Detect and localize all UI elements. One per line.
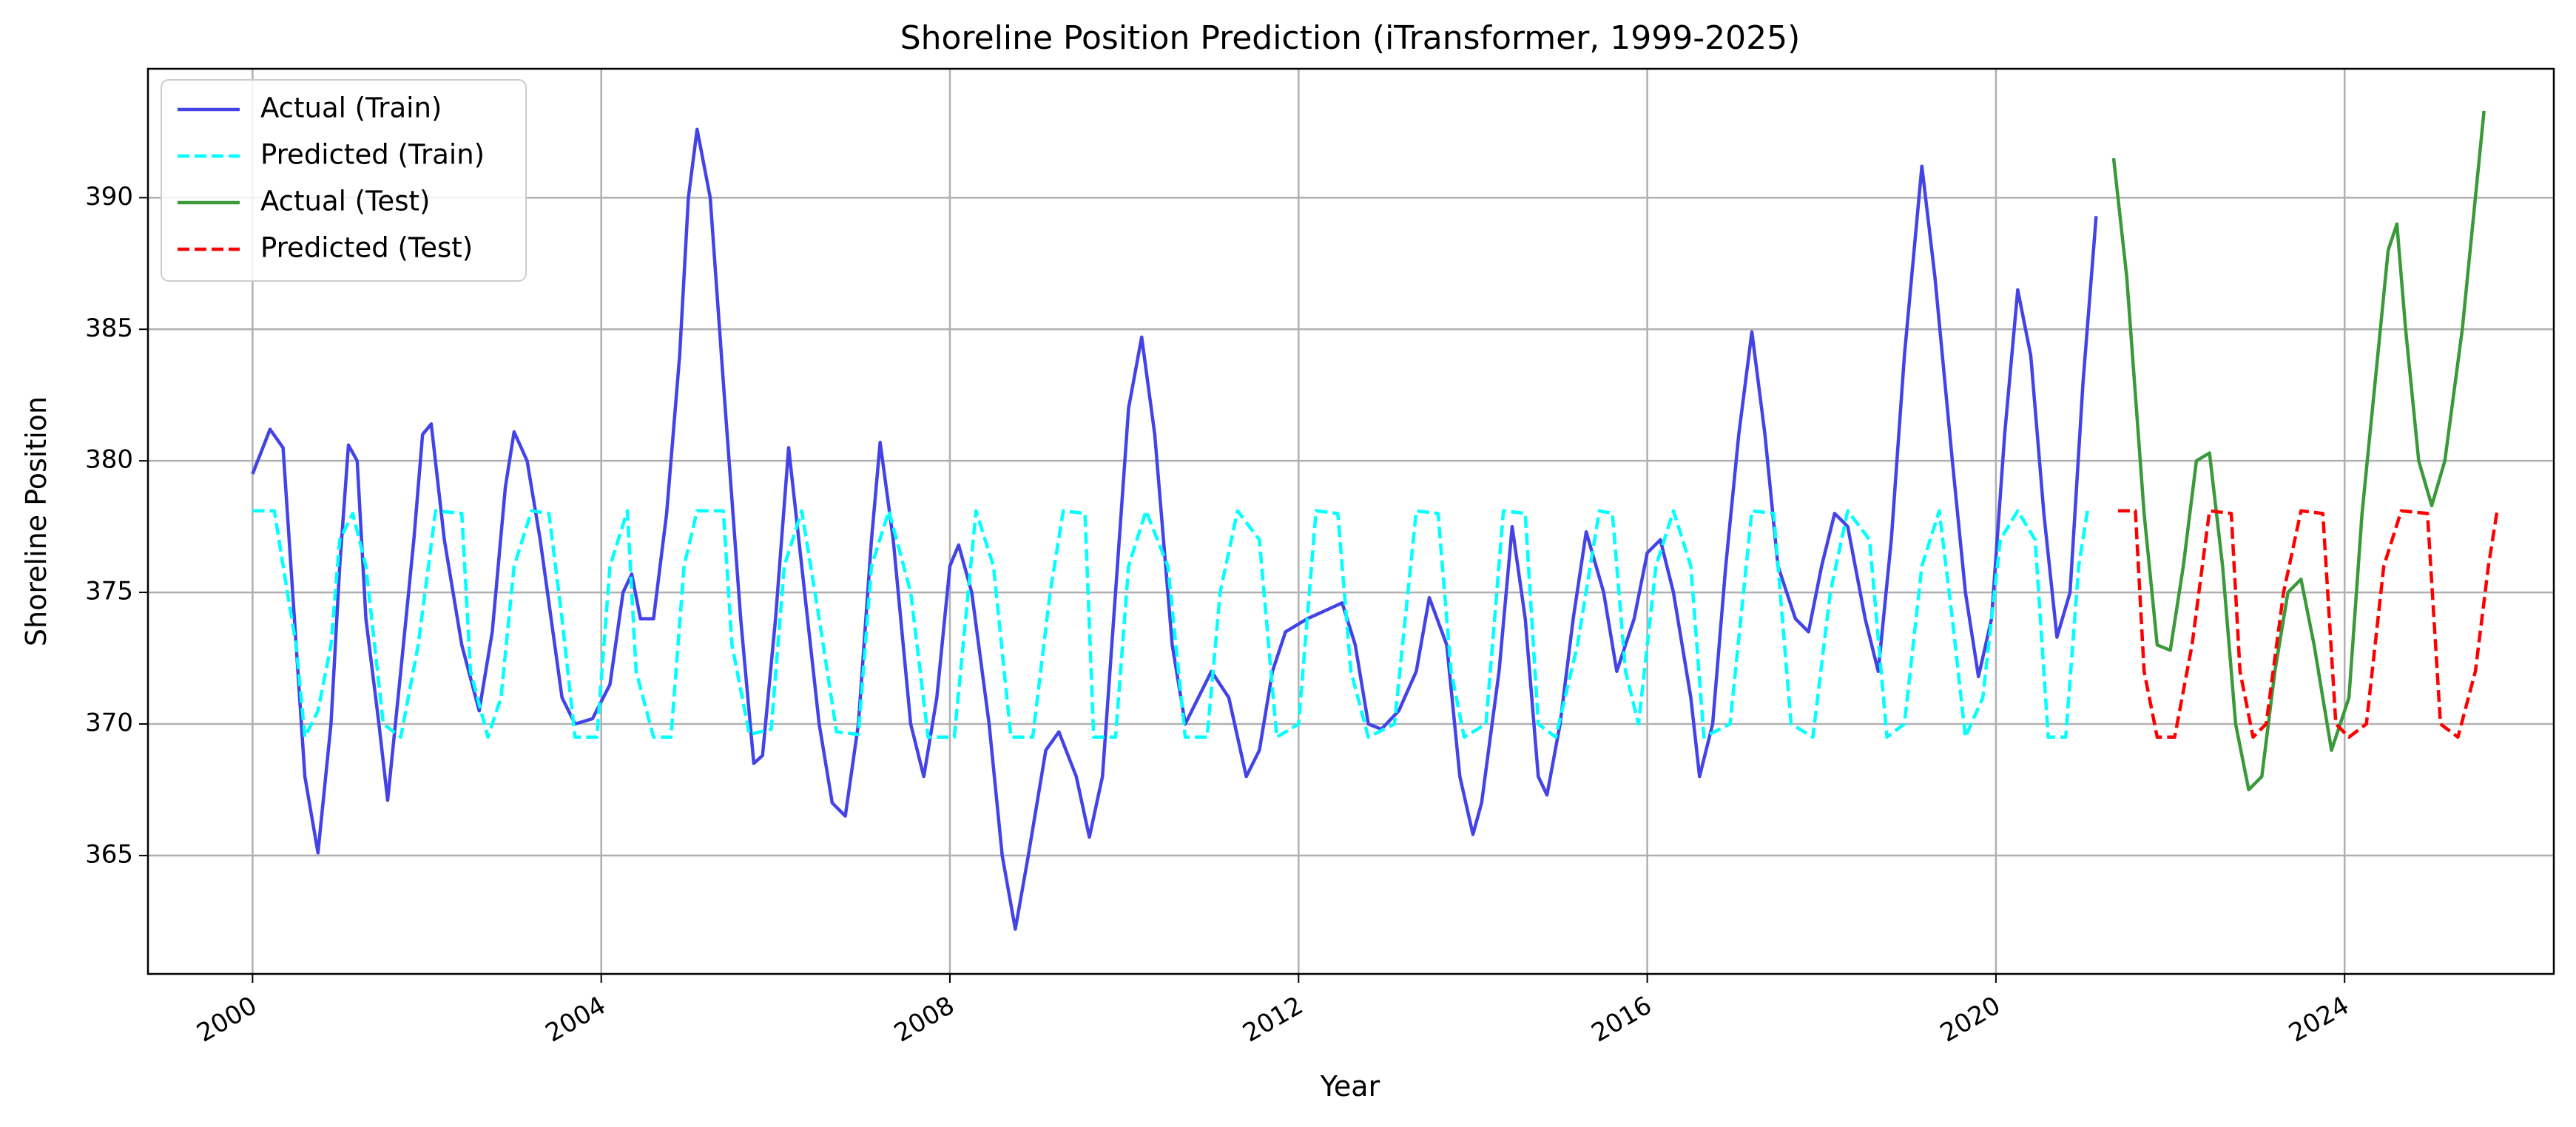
plot-frame [146,67,2555,975]
y-tick-label: 390 [85,182,133,211]
legend-label: Actual (Train) [260,92,442,124]
series-line-3 [2111,110,2486,792]
chart-title: Shoreline Position Prediction (iTransfor… [900,19,1801,57]
series-layer [251,110,2499,931]
legend-label: Actual (Test) [260,186,430,217]
y-tick-label: 370 [85,708,133,737]
legend-label: Predicted (Test) [260,232,473,264]
y-tick-label: 365 [85,839,133,869]
legend-label: Predicted (Train) [260,139,485,171]
series-line-2 [252,509,2089,740]
y-tick-label: 380 [85,445,133,475]
series-line-1 [251,127,2098,931]
y-tick-label: 385 [85,314,133,343]
y-tick-label: 375 [85,577,133,606]
x-axis-label: Year [1320,1070,1380,1103]
y-axis: 365 370 375 380 385 390 [85,182,148,869]
y-axis-label: Shoreline Position [20,396,53,646]
legend: Actual (Train) Predicted (Train) Actual (T… [161,79,527,282]
series-line-4 [2117,509,2499,740]
legend-box [161,79,527,282]
